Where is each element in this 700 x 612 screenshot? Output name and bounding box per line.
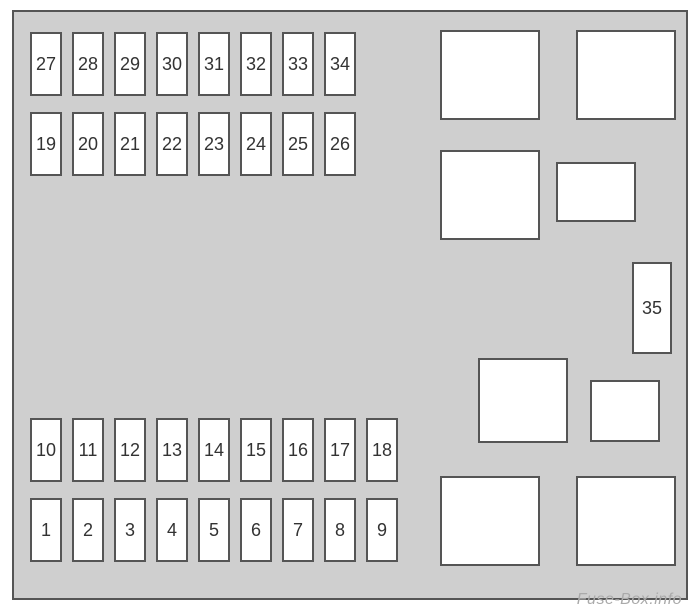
fuse-14: 14 [198,418,230,482]
fuse-18: 18 [366,418,398,482]
watermark-text: Fuse-Box.info [577,591,682,609]
relay-4 [556,162,636,222]
fuse-12: 12 [114,418,146,482]
fuse-25: 25 [282,112,314,176]
fuse-1: 1 [30,498,62,562]
fuse-32: 32 [240,32,272,96]
fuse-21: 21 [114,112,146,176]
fuse-7: 7 [282,498,314,562]
fuse-31: 31 [198,32,230,96]
fuse-17: 17 [324,418,356,482]
fuse-23: 23 [198,112,230,176]
fuse-box-diagram: 2728293031323334192021222324252610111213… [0,0,700,612]
fuse-35: 35 [632,262,672,354]
fuse-13: 13 [156,418,188,482]
fuse-11: 11 [72,418,104,482]
fuse-16: 16 [282,418,314,482]
fuse-34: 34 [324,32,356,96]
fuse-5: 5 [198,498,230,562]
fuse-29: 29 [114,32,146,96]
relay-3 [440,150,540,240]
fuse-19: 19 [30,112,62,176]
fuse-30: 30 [156,32,188,96]
relay-2 [576,30,676,120]
fuse-26: 26 [324,112,356,176]
fuse-15: 15 [240,418,272,482]
relay-1 [440,30,540,120]
fuse-24: 24 [240,112,272,176]
fuse-3: 3 [114,498,146,562]
fuse-10: 10 [30,418,62,482]
relay-7 [440,476,540,566]
relay-8 [576,476,676,566]
fuse-8: 8 [324,498,356,562]
fuse-27: 27 [30,32,62,96]
fuse-4: 4 [156,498,188,562]
fuse-33: 33 [282,32,314,96]
fuse-22: 22 [156,112,188,176]
relay-5 [478,358,568,443]
fuse-28: 28 [72,32,104,96]
fuse-9: 9 [366,498,398,562]
fuse-20: 20 [72,112,104,176]
relay-6 [590,380,660,442]
fuse-2: 2 [72,498,104,562]
fuse-6: 6 [240,498,272,562]
